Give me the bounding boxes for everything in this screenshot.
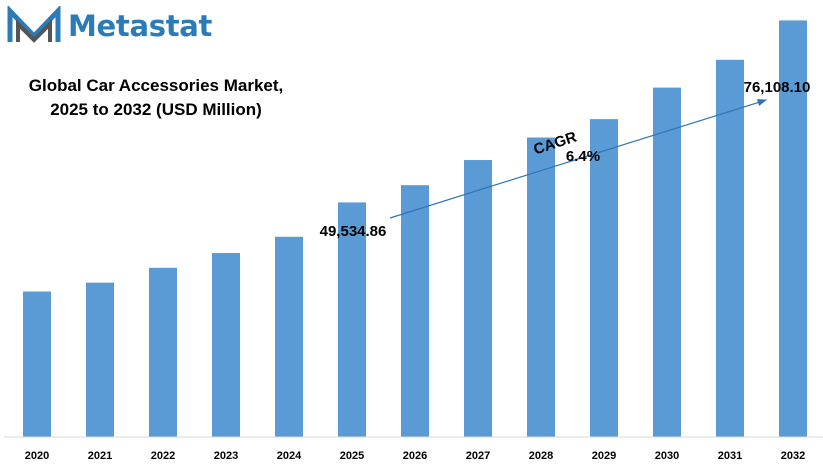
bar-2031	[716, 59, 744, 438]
data-label-2032: 76,108.10	[744, 79, 811, 96]
bar-2027	[464, 160, 492, 437]
cagr-value: 6.4%	[566, 148, 600, 165]
x-tick-2026: 2026	[403, 450, 427, 462]
x-tick-2032: 2032	[781, 450, 805, 462]
chart-title-line-2: 2025 to 2032 (USD Million)	[50, 100, 262, 119]
x-tick-2022: 2022	[151, 450, 175, 462]
chart-title: Global Car Accessories Market, 2025 to 2…	[16, 74, 296, 122]
bar-2023	[212, 253, 240, 437]
bar-2020	[23, 291, 51, 437]
bar-2032	[779, 20, 807, 438]
bar-2028	[527, 137, 555, 437]
x-tick-2029: 2029	[592, 450, 616, 462]
data-label-2025: 49,534.86	[320, 223, 387, 240]
x-tick-2023: 2023	[214, 450, 238, 462]
x-tick-2031: 2031	[718, 450, 742, 462]
bar-2029	[590, 119, 618, 437]
x-tick-2021: 2021	[88, 450, 112, 462]
x-tick-2027: 2027	[466, 450, 490, 462]
cagr-arrow	[389, 99, 768, 219]
x-tick-2030: 2030	[655, 450, 679, 462]
x-tick-2024: 2024	[277, 450, 302, 462]
bar-2022	[149, 267, 177, 437]
bar-2030	[653, 87, 681, 438]
metastat-m-logo-icon	[7, 6, 61, 43]
bar-2025	[338, 202, 366, 437]
x-tick-2028: 2028	[529, 450, 553, 462]
bar-2024	[275, 236, 303, 437]
x-tick-2020: 2020	[25, 450, 49, 462]
bar-2021	[86, 282, 114, 437]
bar-2026	[401, 185, 429, 437]
x-tick-2025: 2025	[340, 450, 364, 462]
chart-title-line-1: Global Car Accessories Market,	[28, 76, 284, 95]
brand-name: Metastat	[68, 9, 213, 43]
brand-logo: Metastat	[6, 6, 212, 46]
